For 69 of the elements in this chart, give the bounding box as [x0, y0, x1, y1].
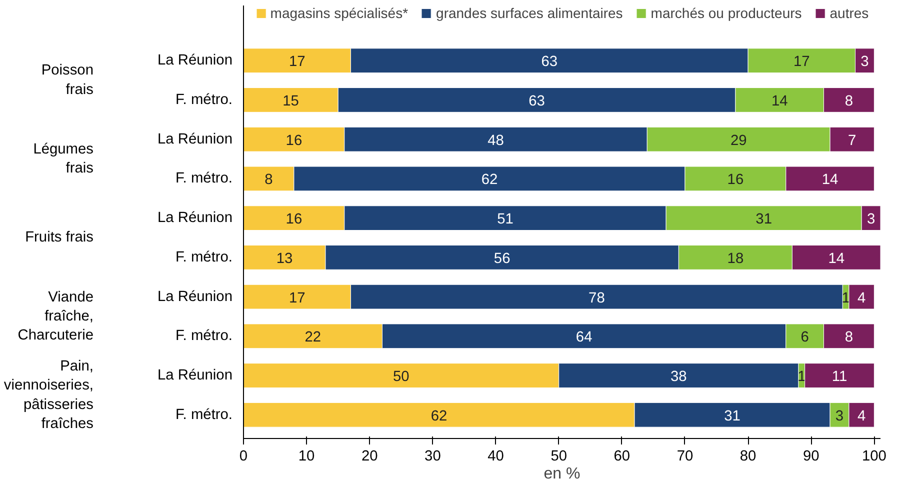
data-label: 16 — [286, 212, 302, 228]
x-tick-label: 70 — [676, 448, 694, 464]
text: Pain, viennoiseries, pâtisseries fraîches — [4, 358, 94, 432]
data-label: 6 — [800, 330, 809, 346]
data-label: 11 — [832, 369, 848, 386]
y-tick-label: La Réunion — [158, 52, 233, 69]
x-tick-label: 90 — [802, 448, 820, 464]
data-label: 29 — [730, 132, 747, 149]
text: Poisson frais — [41, 62, 94, 98]
y-tick-label: F. métro. — [175, 170, 233, 187]
data-label: 8 — [844, 330, 854, 346]
data-label: 7 — [848, 132, 856, 149]
data-label: 13 — [276, 250, 293, 267]
data-label: 4 — [858, 290, 866, 306]
x-tick-label: 10 — [298, 448, 315, 464]
y-tick-label: F. métro. — [175, 249, 233, 266]
x-tick-label: 60 — [614, 448, 630, 464]
data-label: 3 — [860, 54, 869, 70]
x-axis-title: en % — [544, 466, 580, 482]
data-label: 8 — [264, 172, 273, 188]
data-label: 31 — [756, 212, 772, 228]
data-label: 64 — [576, 330, 592, 346]
x-tick-label: 20 — [361, 448, 378, 464]
data-label: 16 — [286, 132, 302, 149]
data-label: 8 — [844, 93, 854, 110]
text: Légumes frais — [33, 141, 94, 177]
x-tick-label: 80 — [740, 448, 756, 464]
data-label: 62 — [481, 172, 498, 188]
data-label: 3 — [835, 408, 844, 424]
y-tick-label: La Réunion — [158, 288, 233, 305]
data-label: 14 — [822, 172, 838, 188]
data-label: 17 — [288, 54, 306, 70]
y-tick-label: F. métro. — [175, 406, 233, 423]
y-tick-label: La Réunion — [158, 210, 233, 226]
data-label: 48 — [488, 132, 504, 149]
data-label: 14 — [828, 250, 845, 267]
text: Viande fraîche, Charcuterie — [18, 289, 94, 344]
data-label: 63 — [541, 54, 558, 70]
x-tick-label: 50 — [550, 448, 568, 464]
y-tick-label: F. métro. — [175, 92, 233, 108]
data-label: 50 — [393, 369, 410, 386]
y-tick-label: F. métro. — [175, 328, 233, 344]
y-tick-label: La Réunion — [158, 368, 233, 384]
legend-label: magasins spécialisés* — [270, 5, 408, 21]
legend-label: autres — [830, 5, 869, 21]
data-label: 63 — [528, 93, 545, 110]
data-label: 17 — [794, 54, 810, 70]
legend-label: marchés ou producteurs — [650, 5, 802, 21]
data-label: 4 — [858, 408, 866, 424]
data-label: 78 — [588, 290, 605, 306]
data-label: 38 — [670, 369, 687, 386]
legend-label: grandes surfaces alimentaires — [436, 5, 623, 21]
data-label: 22 — [304, 330, 322, 346]
x-tick-label: 0 — [239, 448, 248, 464]
x-tick-label: 40 — [488, 448, 504, 464]
data-label: 51 — [497, 212, 514, 228]
data-label: 18 — [727, 250, 744, 267]
data-label: 62 — [430, 408, 448, 424]
data-label: 15 — [282, 93, 299, 110]
data-label: 14 — [771, 93, 788, 110]
x-tick-label: 30 — [424, 448, 441, 464]
x-tick-label: 100 — [862, 448, 886, 464]
data-label: 17 — [288, 290, 306, 306]
text: Fruits frais — [25, 230, 94, 246]
data-label: 31 — [724, 408, 740, 424]
data-label: 16 — [727, 172, 744, 188]
data-label: 3 — [866, 212, 876, 228]
y-tick-label: La Réunion — [158, 131, 233, 148]
data-label: 56 — [494, 250, 510, 267]
